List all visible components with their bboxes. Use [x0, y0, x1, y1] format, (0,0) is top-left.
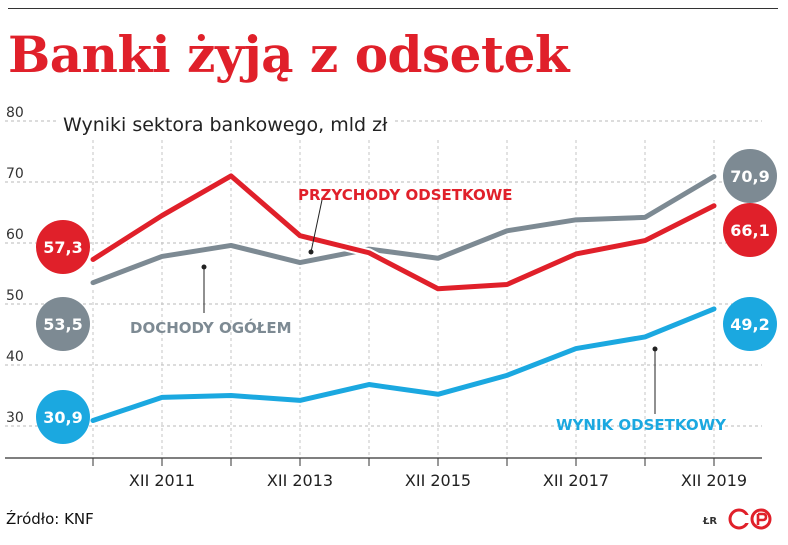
series-line — [90, 174, 717, 286]
x-tick-label: XII 2011 — [129, 471, 195, 490]
y-axis-ticks: 30 40 50 60 70 80 — [6, 105, 24, 426]
y-tick-label: 70 — [6, 166, 24, 182]
y-tick-label: 40 — [6, 349, 24, 365]
x-tick-label: XII 2019 — [681, 471, 747, 490]
y-tick-label: 50 — [6, 288, 24, 304]
bubble-wynik-start — [36, 390, 90, 444]
bubble-dochody-start-value: 53,5 — [43, 315, 82, 334]
chart-subtitle: Wyniki sektora bankowego, mld zł — [58, 114, 393, 136]
series-lines — [88, 171, 719, 426]
label-leaders — [201, 199, 658, 414]
bubble-przychody-start — [36, 220, 90, 274]
bubble-przychody-end-value: 66,1 — [730, 221, 769, 240]
label-leader-line — [310, 199, 323, 253]
series-label-wynik: WYNIK ODSETKOWY — [556, 416, 727, 434]
bubble-przychody-end — [723, 203, 777, 257]
series-label-dochody: DOCHODY OGÓŁEM — [130, 318, 292, 337]
bubble-przychody-start-value: 57,3 — [43, 238, 82, 257]
y-tick-label: 60 — [6, 227, 24, 243]
bubble-dochody-end — [723, 149, 777, 203]
value-bubbles: 57,3 53,5 30,9 70,9 66,1 49,2 — [36, 149, 777, 444]
series-line — [90, 306, 717, 424]
bubble-wynik-end-value: 49,2 — [730, 315, 769, 334]
y-tick-label: 30 — [6, 410, 24, 426]
label-leader-dot — [201, 264, 207, 270]
x-tick-label: XII 2015 — [405, 471, 471, 490]
chart-title: Banki żyją z odsetek — [8, 25, 570, 84]
publisher-logo — [728, 508, 772, 530]
x-tick-label: XII 2017 — [543, 471, 609, 490]
top-rule — [8, 8, 778, 9]
series-label-przychody: PRZYCHODY ODSETKOWE — [298, 186, 512, 204]
grid — [5, 120, 762, 458]
x-tick-label: XII 2013 — [267, 471, 333, 490]
bubble-dochody-start — [36, 297, 90, 351]
source-note: Źródło: KNF — [6, 510, 94, 528]
bubble-wynik-end — [723, 297, 777, 351]
y-tick-label: 80 — [6, 105, 24, 121]
label-leader-dot — [308, 249, 314, 255]
x-axis: XII 2011 XII 2013 XII 2015 XII 2017 XII 2019 — [5, 457, 762, 490]
author-initials: ŁR — [703, 516, 718, 527]
series-labels: PRZYCHODY ODSETKOWE DOCHODY OGÓŁEM WYNIK O… — [130, 186, 727, 434]
bubble-wynik-start-value: 30,9 — [43, 408, 82, 427]
series-line — [90, 173, 717, 292]
bubble-dochody-end-value: 70,9 — [730, 167, 769, 186]
label-leader-dot — [652, 346, 658, 352]
